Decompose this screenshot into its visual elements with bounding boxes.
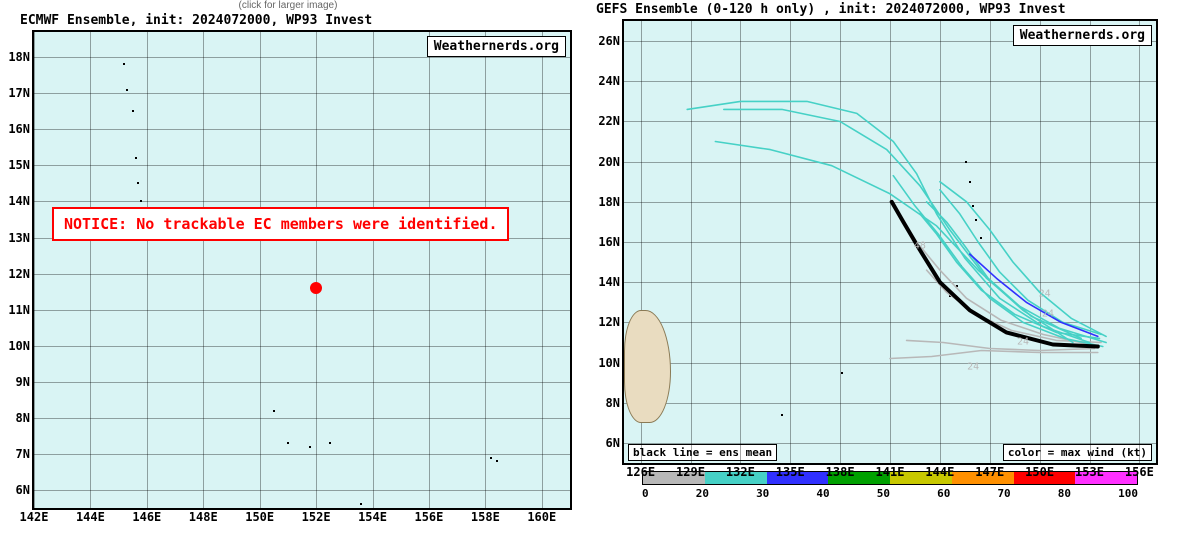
xtick: 135E bbox=[776, 465, 805, 479]
xtick: 150E bbox=[1025, 465, 1054, 479]
xtick: 154E bbox=[358, 510, 387, 524]
ytick: 13N bbox=[8, 231, 30, 245]
colorbar-tick: 40 bbox=[816, 487, 829, 500]
ytick: 15N bbox=[8, 158, 30, 172]
ytick: 6N bbox=[16, 483, 30, 497]
ytick: 14N bbox=[8, 194, 30, 208]
ytick: 12N bbox=[8, 267, 30, 281]
gefs-panel: GEFS Ensemble (0-120 h only) , init: 202… bbox=[576, 0, 1178, 536]
colorbar-tick: 70 bbox=[997, 487, 1010, 500]
ytick: 10N bbox=[598, 356, 620, 370]
ytick: 6N bbox=[606, 436, 620, 450]
xtick: 148E bbox=[189, 510, 218, 524]
notice-box: NOTICE: No trackable EC members were ide… bbox=[52, 207, 509, 241]
xtick: 132E bbox=[726, 465, 755, 479]
hint-text: (click for larger image) bbox=[6, 0, 570, 11]
ytick: 20N bbox=[598, 155, 620, 169]
colorbar-tick: 20 bbox=[696, 487, 709, 500]
xtick: 144E bbox=[925, 465, 954, 479]
xtick: 153E bbox=[1075, 465, 1104, 479]
invest-marker bbox=[310, 282, 322, 294]
xtick: 156E bbox=[414, 510, 443, 524]
xtick: 160E bbox=[527, 510, 556, 524]
colorbar-tick: 60 bbox=[937, 487, 950, 500]
ecmwf-panel: (click for larger image) ECMWF Ensemble,… bbox=[0, 0, 576, 536]
ytick: 10N bbox=[8, 339, 30, 353]
ytick: 8N bbox=[16, 411, 30, 425]
colorbar-tick: 50 bbox=[877, 487, 890, 500]
colorbar-tick: 0 bbox=[642, 487, 649, 500]
xtick: 141E bbox=[876, 465, 905, 479]
xtick: 158E bbox=[471, 510, 500, 524]
xtick: 146E bbox=[132, 510, 161, 524]
xtick: 144E bbox=[76, 510, 105, 524]
ytick: 26N bbox=[598, 34, 620, 48]
branding-badge: Weathernerds.org bbox=[427, 36, 566, 57]
ytick: 16N bbox=[8, 122, 30, 136]
ytick: 12N bbox=[598, 315, 620, 329]
xtick: 156E bbox=[1125, 465, 1154, 479]
xtick: 150E bbox=[245, 510, 274, 524]
gefs-plot: Weathernerds.org black line = ens mean c… bbox=[622, 19, 1158, 465]
ytick: 18N bbox=[8, 50, 30, 64]
ytick: 7N bbox=[16, 447, 30, 461]
xtick: 147E bbox=[975, 465, 1004, 479]
hour-label: 24 bbox=[1017, 337, 1029, 348]
ytick: 14N bbox=[598, 275, 620, 289]
xtick: 129E bbox=[676, 465, 705, 479]
colorbar-tick: 30 bbox=[756, 487, 769, 500]
ytick: 18N bbox=[598, 195, 620, 209]
colorbar-tick: 80 bbox=[1058, 487, 1071, 500]
colorbar-tick: 100 bbox=[1118, 487, 1138, 500]
xtick: 142E bbox=[20, 510, 49, 524]
ytick: 11N bbox=[8, 303, 30, 317]
ytick: 17N bbox=[8, 86, 30, 100]
xtick: 152E bbox=[302, 510, 331, 524]
ytick: 9N bbox=[16, 375, 30, 389]
hour-label: 24 bbox=[1042, 309, 1054, 320]
xtick: 138E bbox=[826, 465, 855, 479]
ytick: 8N bbox=[606, 396, 620, 410]
ecmwf-title: ECMWF Ensemble, init: 2024072000, WP93 I… bbox=[6, 11, 570, 28]
hour-label: 24 bbox=[1039, 289, 1051, 300]
hour-label: 24 bbox=[967, 361, 979, 372]
branding-badge: Weathernerds.org bbox=[1013, 25, 1152, 46]
ytick: 16N bbox=[598, 235, 620, 249]
hour-label: 48 bbox=[914, 241, 926, 252]
ecmwf-plot: Weathernerds.org 6N7N8N9N10N11N12N13N14N… bbox=[32, 30, 572, 510]
gefs-title: GEFS Ensemble (0-120 h only) , init: 202… bbox=[582, 0, 1172, 17]
xtick: 126E bbox=[626, 465, 655, 479]
ytick: 22N bbox=[598, 114, 620, 128]
ytick: 24N bbox=[598, 74, 620, 88]
